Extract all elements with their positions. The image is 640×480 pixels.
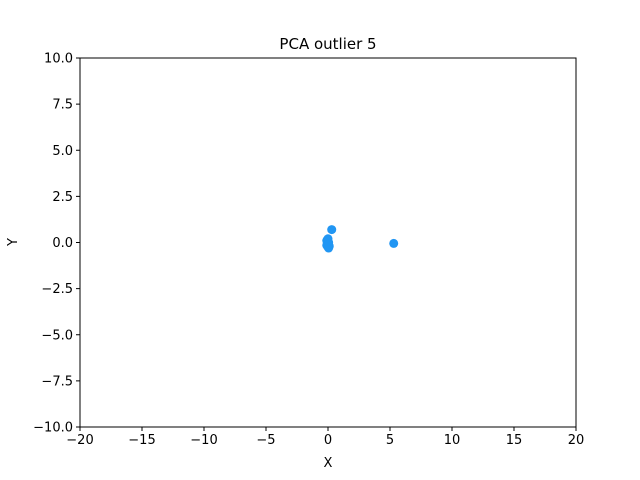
x-tick-label: 0 (324, 433, 332, 448)
y-tick-label: 2.5 (52, 190, 73, 205)
x-axis-label: X (324, 456, 333, 471)
x-tick-label: −5 (256, 433, 275, 448)
data-point (389, 238, 399, 248)
data-points (322, 225, 399, 253)
data-point (324, 239, 334, 249)
y-tick-label: −2.5 (41, 282, 73, 297)
y-tick-label: −5.0 (41, 328, 73, 343)
y-axis-ticks: −10.0 −7.5 −5.0 −2.5 0.0 2.5 5.0 7.5 10.0 (33, 52, 80, 436)
data-point (327, 225, 337, 235)
y-axis-label: Y (6, 238, 21, 247)
x-tick-label: −10 (190, 433, 217, 448)
x-tick-label: −15 (128, 433, 155, 448)
y-tick-label: −7.5 (41, 374, 73, 389)
x-tick-label: 10 (444, 433, 461, 448)
y-tick-label: 10.0 (44, 52, 73, 67)
y-tick-label: 5.0 (52, 144, 73, 159)
chart-title: PCA outlier 5 (279, 35, 376, 53)
x-tick-label: −20 (66, 433, 93, 448)
x-axis-ticks: −20 −15 −10 −5 0 5 10 15 20 (66, 427, 584, 448)
x-tick-label: 5 (386, 433, 394, 448)
x-tick-label: 20 (568, 433, 585, 448)
y-tick-label: −10.0 (33, 421, 73, 436)
y-tick-label: 7.5 (52, 98, 73, 113)
y-tick-label: 0.0 (52, 236, 73, 251)
x-tick-label: 15 (506, 433, 523, 448)
